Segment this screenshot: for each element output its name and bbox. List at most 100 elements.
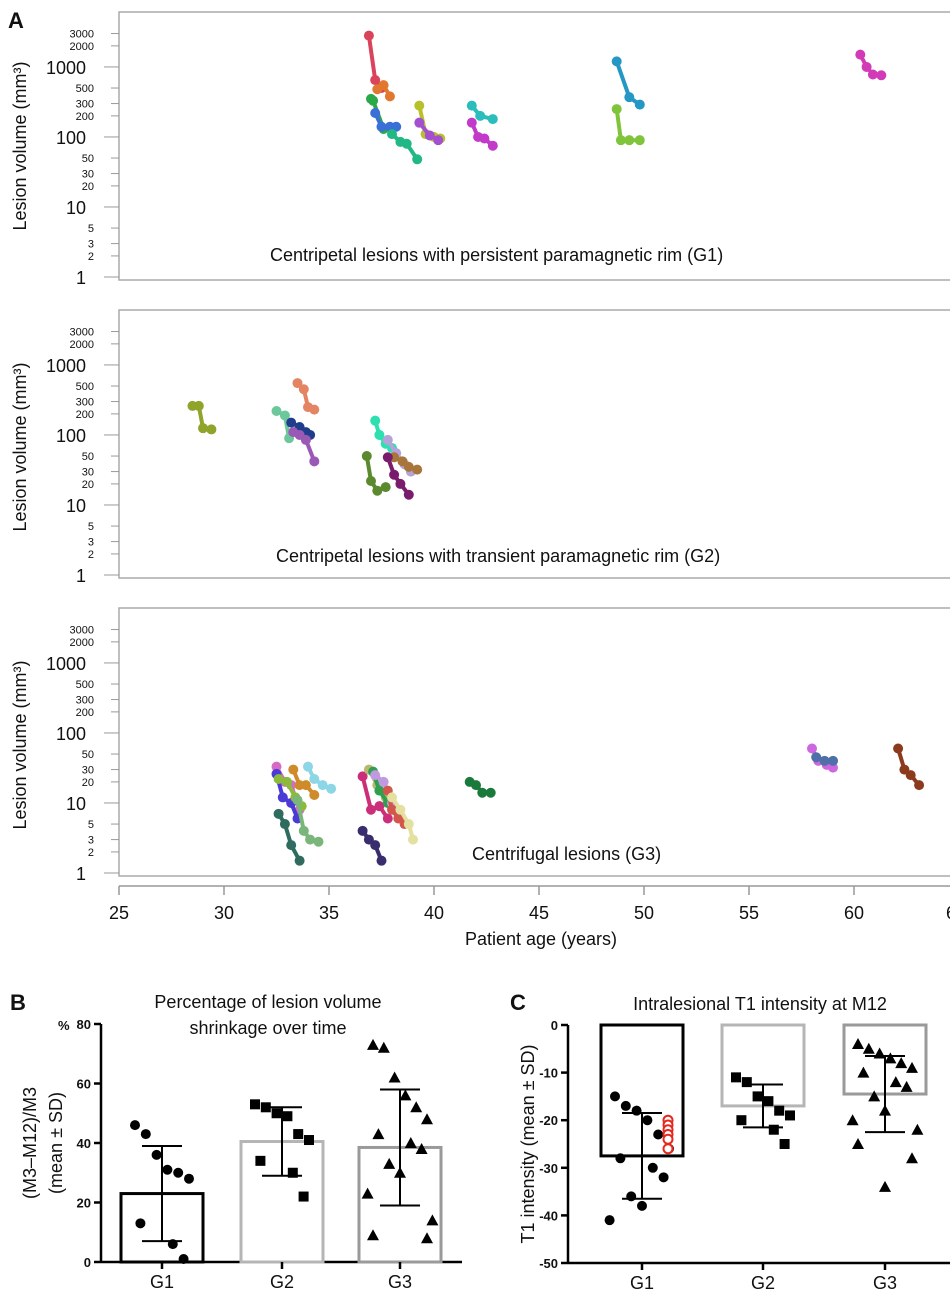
lesion-trajectory-line bbox=[274, 771, 300, 821]
data-point-triangle bbox=[421, 1113, 433, 1125]
lesion-point bbox=[326, 783, 337, 794]
y-tick-label: 60 bbox=[77, 1077, 91, 1092]
lesion-point bbox=[376, 855, 387, 866]
lesion-point bbox=[378, 80, 389, 91]
y-minor-tick-label: 2000 bbox=[70, 339, 94, 351]
lesion-point bbox=[286, 417, 297, 428]
y-minor-tick-label: 3000 bbox=[70, 327, 94, 339]
lesion-point bbox=[376, 121, 387, 132]
panel-b-label: B bbox=[10, 990, 26, 1015]
lesion-point bbox=[475, 110, 486, 121]
lesion-point bbox=[271, 405, 282, 416]
panel-c-title: Intralesional T1 intensity at M12 bbox=[633, 994, 887, 1014]
y-major-tick-label: 100 bbox=[56, 724, 86, 744]
age-x-axis-title: Patient age (years) bbox=[465, 929, 617, 949]
panel-b-y-title-line-1: (M3–M12)/M3 bbox=[20, 1087, 40, 1199]
data-point-square bbox=[785, 1110, 795, 1121]
lesion-point bbox=[198, 423, 208, 434]
y-tick-label: -30 bbox=[539, 1161, 558, 1176]
lesion-point bbox=[433, 135, 444, 146]
lesion-point bbox=[382, 813, 393, 824]
panel-c-label: C bbox=[510, 990, 526, 1015]
lesion-point bbox=[634, 135, 645, 146]
lesion-point bbox=[819, 755, 830, 766]
lesion-point bbox=[479, 133, 490, 144]
y-minor-tick-label: 50 bbox=[82, 153, 94, 165]
lesion-point bbox=[876, 70, 887, 81]
data-point-triangle bbox=[862, 1042, 875, 1054]
data-point-circle bbox=[178, 1254, 189, 1265]
y-tick-label: 80 bbox=[77, 1017, 91, 1032]
data-point-circle bbox=[658, 1172, 669, 1183]
lesion-point bbox=[370, 107, 381, 118]
highlight-point bbox=[662, 1133, 674, 1145]
data-point-circle bbox=[130, 1120, 140, 1131]
lesion-point bbox=[382, 434, 393, 445]
data-point-square bbox=[293, 1129, 304, 1140]
data-point-circle bbox=[615, 1153, 626, 1164]
data-point-triangle bbox=[868, 1090, 881, 1102]
y-major-tick-label: 1000 bbox=[46, 654, 86, 674]
subpanel-g1-y-title: Lesion volume (mm³) bbox=[10, 61, 30, 230]
y-major-tick-label: 10 bbox=[66, 794, 86, 814]
x-category-label: G2 bbox=[751, 1273, 775, 1293]
lesion-point bbox=[374, 785, 385, 796]
subpanel-g1-frame bbox=[118, 11, 950, 281]
lesion-point bbox=[389, 469, 400, 480]
lesion-point bbox=[634, 99, 645, 110]
data-point-triangle bbox=[372, 1128, 385, 1140]
subpanel-g2-caption: Centripetal lesions with transient param… bbox=[276, 546, 720, 566]
data-point-square bbox=[741, 1077, 752, 1088]
lesion-point bbox=[374, 429, 385, 440]
y-tick-label: -40 bbox=[539, 1208, 558, 1223]
data-point-triangle bbox=[857, 1066, 870, 1078]
lesion-point bbox=[395, 804, 406, 815]
data-point-circle bbox=[151, 1149, 162, 1160]
y-tick-label: -10 bbox=[539, 1066, 558, 1081]
lesion-point bbox=[368, 95, 379, 106]
y-tick-label: 0 bbox=[551, 1018, 558, 1033]
data-point-triangle bbox=[879, 1180, 891, 1192]
y-minor-tick-label: 5 bbox=[88, 819, 94, 831]
panel-b-y-unit: % bbox=[58, 1018, 70, 1033]
lesion-point bbox=[487, 114, 498, 125]
data-point-circle bbox=[626, 1191, 637, 1202]
y-minor-tick-label: 500 bbox=[76, 83, 94, 95]
data-point-triangle bbox=[388, 1071, 401, 1083]
data-point-triangle bbox=[900, 1080, 913, 1092]
panel-b-title-line-2: shrinkage over time bbox=[189, 1018, 346, 1038]
lesion-point bbox=[384, 91, 395, 102]
data-point-triangle bbox=[906, 1152, 918, 1164]
data-point-square bbox=[736, 1115, 747, 1126]
x-category-label: G3 bbox=[873, 1273, 897, 1293]
lesion-point bbox=[387, 792, 397, 803]
panel-b-title-line-1: Percentage of lesion volume bbox=[154, 992, 381, 1012]
panel-b-chart: 0 20 40 60 80 G1 G2 G3 bbox=[77, 1017, 462, 1292]
lesion-point bbox=[374, 801, 385, 812]
y-major-tick-label: 100 bbox=[56, 128, 86, 148]
highlight-point bbox=[662, 1143, 674, 1155]
lesion-point bbox=[271, 761, 282, 772]
panel-a-label: A bbox=[8, 8, 24, 33]
lesion-point bbox=[391, 121, 402, 132]
lesion-point bbox=[914, 780, 925, 791]
y-minor-tick-label: 3000 bbox=[70, 29, 94, 41]
lesion-point bbox=[861, 61, 872, 72]
subpanel-g3-series bbox=[271, 743, 925, 866]
data-point-square bbox=[768, 1124, 779, 1135]
lesion-point bbox=[305, 834, 316, 845]
y-minor-tick-label: 2000 bbox=[70, 41, 94, 53]
x-category-label: G1 bbox=[630, 1273, 654, 1293]
panel-b-y-title-line-2: (mean ± SD) bbox=[46, 1092, 66, 1194]
data-point-square bbox=[731, 1072, 741, 1083]
y-tick-label: -20 bbox=[539, 1113, 558, 1128]
data-point-square bbox=[304, 1135, 314, 1146]
data-point-triangle bbox=[415, 1142, 428, 1154]
data-point-triangle bbox=[383, 1157, 396, 1169]
data-point-square bbox=[271, 1108, 282, 1119]
lesion-point bbox=[615, 135, 626, 146]
x-tick-label: 55 bbox=[739, 903, 759, 923]
